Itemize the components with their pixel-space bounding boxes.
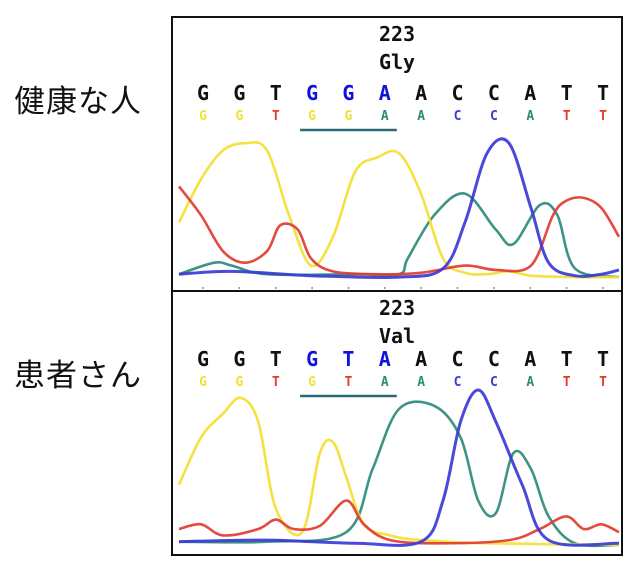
codon-number: 223 (378, 296, 416, 320)
healthy-chromatogram: G G T G G A A C C A T TG G T G G A A C C A T T (177, 81, 621, 289)
peak-tick (238, 287, 241, 289)
base-letter: G (233, 347, 245, 371)
peak-tick (529, 555, 531, 556)
peak-tick (420, 555, 422, 556)
peak-tick (457, 555, 459, 556)
patient-label: 患者さん (14, 358, 142, 394)
amino-acid: Gly (378, 50, 416, 74)
called-base: G (199, 109, 207, 124)
called-base: C (454, 375, 462, 390)
base-letter: A (379, 347, 391, 371)
base-letter: G (197, 347, 209, 371)
called-base: A (417, 375, 425, 390)
peak-tick (347, 555, 349, 556)
called-base: C (490, 375, 498, 390)
called-base: A (526, 109, 534, 124)
peak-tick (529, 287, 532, 289)
called-base: T (272, 375, 280, 390)
base-letter: G (306, 81, 318, 105)
called-base: A (417, 109, 425, 124)
base-letter: A (524, 81, 536, 105)
called-base: T (563, 109, 571, 124)
peak-tick (420, 287, 423, 289)
called-base: G (308, 109, 316, 124)
peak-tick (456, 287, 459, 289)
called-base: G (235, 109, 243, 124)
called-base: T (563, 375, 571, 390)
base-letter: T (597, 81, 609, 105)
called-base: C (454, 109, 462, 124)
patient-chromatogram: G G T G T A A C C A T TG G T G T A A C C A T T (177, 347, 620, 556)
called-base: T (599, 109, 607, 124)
base-letter: T (561, 81, 573, 105)
peak-tick (347, 287, 350, 289)
peak-tick (384, 555, 386, 556)
trace-red (177, 185, 621, 276)
base-letter: G (233, 81, 245, 105)
peak-tick (311, 287, 314, 289)
trace-teal (178, 192, 620, 279)
base-letter: T (597, 347, 609, 371)
peak-tick (602, 555, 604, 556)
peak-tick (566, 555, 568, 556)
called-base: A (381, 375, 389, 390)
called-base: G (345, 109, 353, 124)
peak-tick (565, 287, 568, 289)
peak-tick (202, 555, 204, 556)
base-letter: C (488, 347, 500, 371)
peak-tick (275, 555, 277, 556)
called-base: C (490, 109, 498, 124)
base-letter: A (415, 81, 427, 105)
trace-red (178, 499, 620, 545)
peak-tick (602, 287, 604, 289)
base-letter: C (452, 347, 464, 371)
called-base: A (381, 109, 389, 124)
trace-blue (178, 388, 620, 547)
called-base: T (345, 375, 353, 390)
trace-teal (178, 400, 620, 548)
called-base: G (235, 375, 243, 390)
base-letter: T (270, 81, 282, 105)
called-base: A (526, 375, 534, 390)
base-letter: G (306, 347, 318, 371)
amino-acid: Val (378, 324, 416, 348)
healthy-person-label: 健康な人 (14, 84, 142, 120)
called-base: T (272, 109, 280, 124)
base-letter: T (561, 347, 573, 371)
called-base: G (199, 375, 207, 390)
base-letter: A (415, 347, 427, 371)
base-letter: T (342, 347, 354, 371)
base-letter: G (342, 81, 354, 105)
base-letter: G (197, 81, 209, 105)
peak-tick (274, 287, 277, 289)
trace-blue (178, 137, 620, 280)
called-base: G (308, 375, 316, 390)
called-base: T (599, 375, 607, 390)
base-letter: T (270, 347, 282, 371)
peak-tick (311, 555, 313, 556)
base-letter: A (524, 347, 536, 371)
base-letter: A (379, 81, 391, 105)
peak-tick (202, 287, 204, 289)
codon-number: 223 (378, 22, 416, 46)
peak-tick (492, 287, 495, 289)
peak-tick (238, 555, 240, 556)
peak-tick (493, 555, 495, 556)
peak-tick (383, 287, 386, 289)
base-letter: C (452, 81, 464, 105)
base-letter: C (488, 81, 500, 105)
